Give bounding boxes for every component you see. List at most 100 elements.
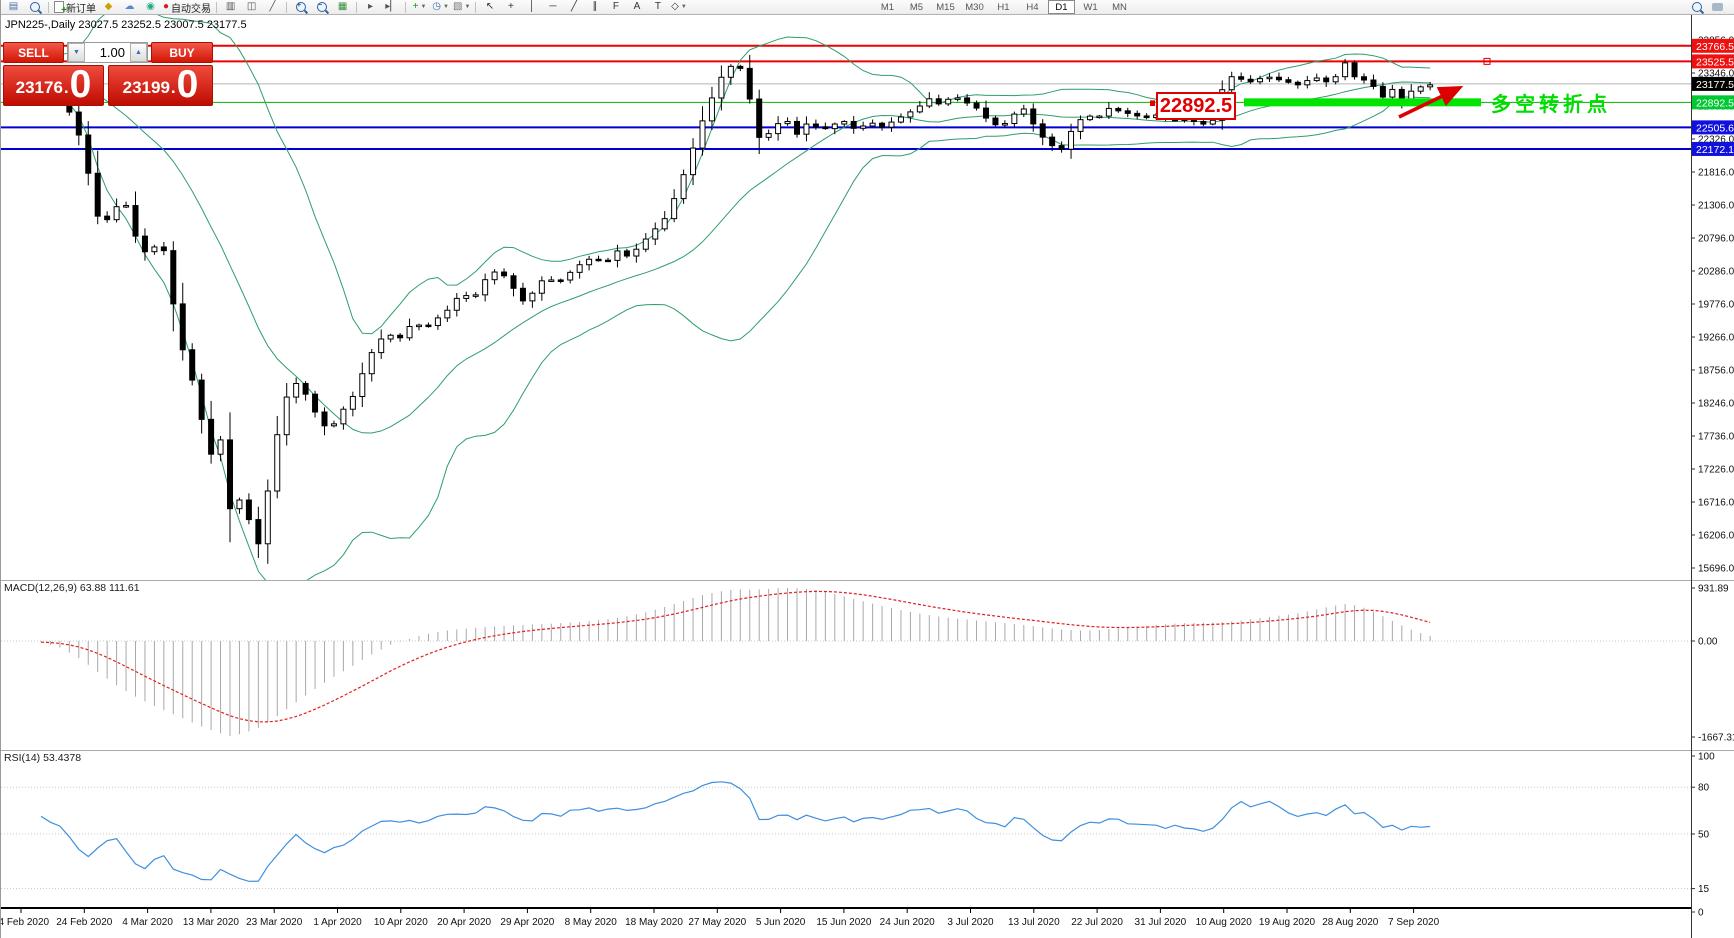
cursor-icon[interactable]: ↖ [479,1,500,14]
svg-text:18 May 2020: 18 May 2020 [625,917,683,928]
timeframe-button-m5[interactable]: M5 [909,1,924,13]
horizontal-line-icon[interactable]: ─ [542,1,563,14]
svg-text:24 Feb 2020: 24 Feb 2020 [56,917,113,928]
fibonacci-icon-glyph: F [612,1,619,12]
svg-text:28 Aug 2020: 28 Aug 2020 [1322,917,1379,928]
candlestick-chart-icon[interactable]: ◫ [241,1,262,14]
crosshair-icon[interactable]: + [500,1,521,14]
crosshair-icon-glyph: + [508,1,514,12]
chart-window-icon-glyph: ▤ [8,1,19,12]
annotation-handle[interactable] [1150,101,1155,106]
fibonacci-icon[interactable]: F [605,1,626,14]
toolbar-separator [475,1,477,13]
timeframe-button-m1[interactable]: M1 [880,1,895,13]
svg-text:17736.0: 17736.0 [1698,432,1734,443]
zoom-in-icon[interactable]: + [290,1,311,14]
volume-decrease-button[interactable]: ▼ [68,43,85,62]
shapes-icon[interactable]: ◇ ▼ [668,1,689,14]
chart-shift-icon[interactable]: ▸▏ [381,1,402,14]
sell-price-main: 23176 [15,78,63,97]
svg-text:16206.0: 16206.0 [1698,531,1734,542]
tile-windows-icon[interactable]: ▦ [332,1,353,14]
sell-price-big-digit: 0 [69,63,92,106]
buy-price-dot: . [170,78,176,97]
timeframe-toolbar: M1 M5 M15 M30 H1 H4 D1 W1 MN [873,0,1134,14]
volume-input[interactable]: 1.00 [99,45,125,60]
toolbar-separator [286,1,288,13]
chart-window-icon[interactable]: ▤ [3,1,24,14]
autotrading-button-label: 自动交易 [171,3,212,15]
line-chart-icon[interactable]: ╱ [262,1,283,14]
horizontal-level-lines[interactable] [1,44,1691,150]
cloud-icon-glyph: ☁ [124,1,135,12]
timeframe-button-m15[interactable]: M15 [936,1,955,13]
new-order-button-label: 新订单 [66,3,96,15]
svg-text:10 Apr 2020: 10 Apr 2020 [374,917,428,928]
svg-text:13 Jul 2020: 13 Jul 2020 [1008,917,1060,928]
signals-icon[interactable]: ◉ [140,1,161,14]
line-handle[interactable] [1483,57,1491,65]
svg-text:18756.0: 18756.0 [1698,366,1734,377]
price-annotation-box[interactable]: 22892.5 [1156,92,1236,120]
autotrading-button[interactable]: ● 自动交易 [161,1,213,15]
svg-text:100: 100 [1698,752,1715,763]
templates-icon[interactable]: ▧ ▼ [451,1,472,14]
channel-icon-glyph: ∥ [592,1,598,12]
text-icon[interactable]: A [626,1,647,14]
channel-icon[interactable]: ∥ [584,1,605,14]
chat-icon[interactable] [1707,1,1728,14]
timeframe-button-w1[interactable]: W1 [1083,1,1098,13]
sell-price-panel[interactable]: 23176. 0 [3,65,104,106]
timeframe-button-h4[interactable]: H4 [1026,1,1039,13]
signals-icon-glyph: ◉ [146,1,155,12]
trendline-icon[interactable]: ╱ [563,1,584,14]
vertical-line-icon[interactable]: │ [521,1,542,14]
market-watch-icon-glyph [29,2,40,12]
main-toolbar: ▤新订单◆☁◉●自动交易▥◫╱+−▦▸▸▏+▼◷▼▧▼↖+│─╱∥FAT◇▼ M… [1,0,1734,16]
rsi-label: RSI(14) 53.4378 [4,752,81,764]
price-scale[interactable]: 23856.023346.022836.022326.021816.021306… [1691,36,1734,919]
svg-text:22 Jul 2020: 22 Jul 2020 [1071,917,1123,928]
svg-text:8 May 2020: 8 May 2020 [565,917,618,928]
dropdown-caret-icon: ▼ [464,4,471,10]
dropdown-caret-icon: ▼ [680,4,687,10]
svg-text:19266.0: 19266.0 [1698,333,1734,344]
toolbar-separator [216,1,218,13]
timeframe-button-mn[interactable]: MN [1112,1,1127,13]
volume-box: ▼ 1.00 ▲ [67,42,148,63]
toolbar-right-group [1686,0,1728,14]
new-order-button[interactable]: 新订单 [52,1,98,16]
chart-profiles-icon[interactable]: ◆ [98,1,119,14]
indicators-icon[interactable]: + ▼ [409,1,430,14]
svg-text:15: 15 [1698,884,1710,895]
buy-price-panel[interactable]: 23199. 0 [108,65,213,106]
bar-chart-icon[interactable]: ▥ [220,1,241,14]
timeframe-button-d1[interactable]: D1 [1048,0,1075,14]
periods-icon[interactable]: ◷ ▼ [430,1,451,14]
svg-text:20286.0: 20286.0 [1698,267,1734,278]
svg-text:29 Apr 2020: 29 Apr 2020 [500,917,554,928]
turning-point-label[interactable]: 多空转折点 [1491,94,1611,116]
cloud-icon[interactable]: ☁ [119,1,140,14]
buy-button[interactable]: BUY [151,42,213,63]
chat-icon-glyph [1712,3,1723,11]
timeframe-button-m30[interactable]: M30 [965,1,984,13]
label-icon[interactable]: T [647,1,668,14]
svg-text:14 Feb 2020: 14 Feb 2020 [1,917,50,928]
svg-text:22172.1: 22172.1 [1696,144,1734,156]
search-icon[interactable] [1686,1,1707,14]
date-axis[interactable]: 14 Feb 2020 24 Feb 2020 4 Mar 2020 13 Mar 2… [1,908,1440,928]
sell-button[interactable]: SELL [3,42,64,63]
text-icon-glyph: A [633,1,641,12]
trendline-icon-glyph: ╱ [570,1,577,12]
market-watch-icon[interactable] [24,1,45,14]
svg-text:18246.0: 18246.0 [1698,399,1734,410]
volume-increase-button[interactable]: ▲ [130,43,147,62]
timeframe-button-h1[interactable]: H1 [997,1,1010,13]
buy-price-main: 23199 [122,78,170,97]
trend-arrow[interactable] [1398,85,1464,119]
zoom-out-icon[interactable]: − [311,1,332,14]
auto-scroll-icon[interactable]: ▸ [360,1,381,14]
support-highlight-bar[interactable] [1244,98,1481,107]
